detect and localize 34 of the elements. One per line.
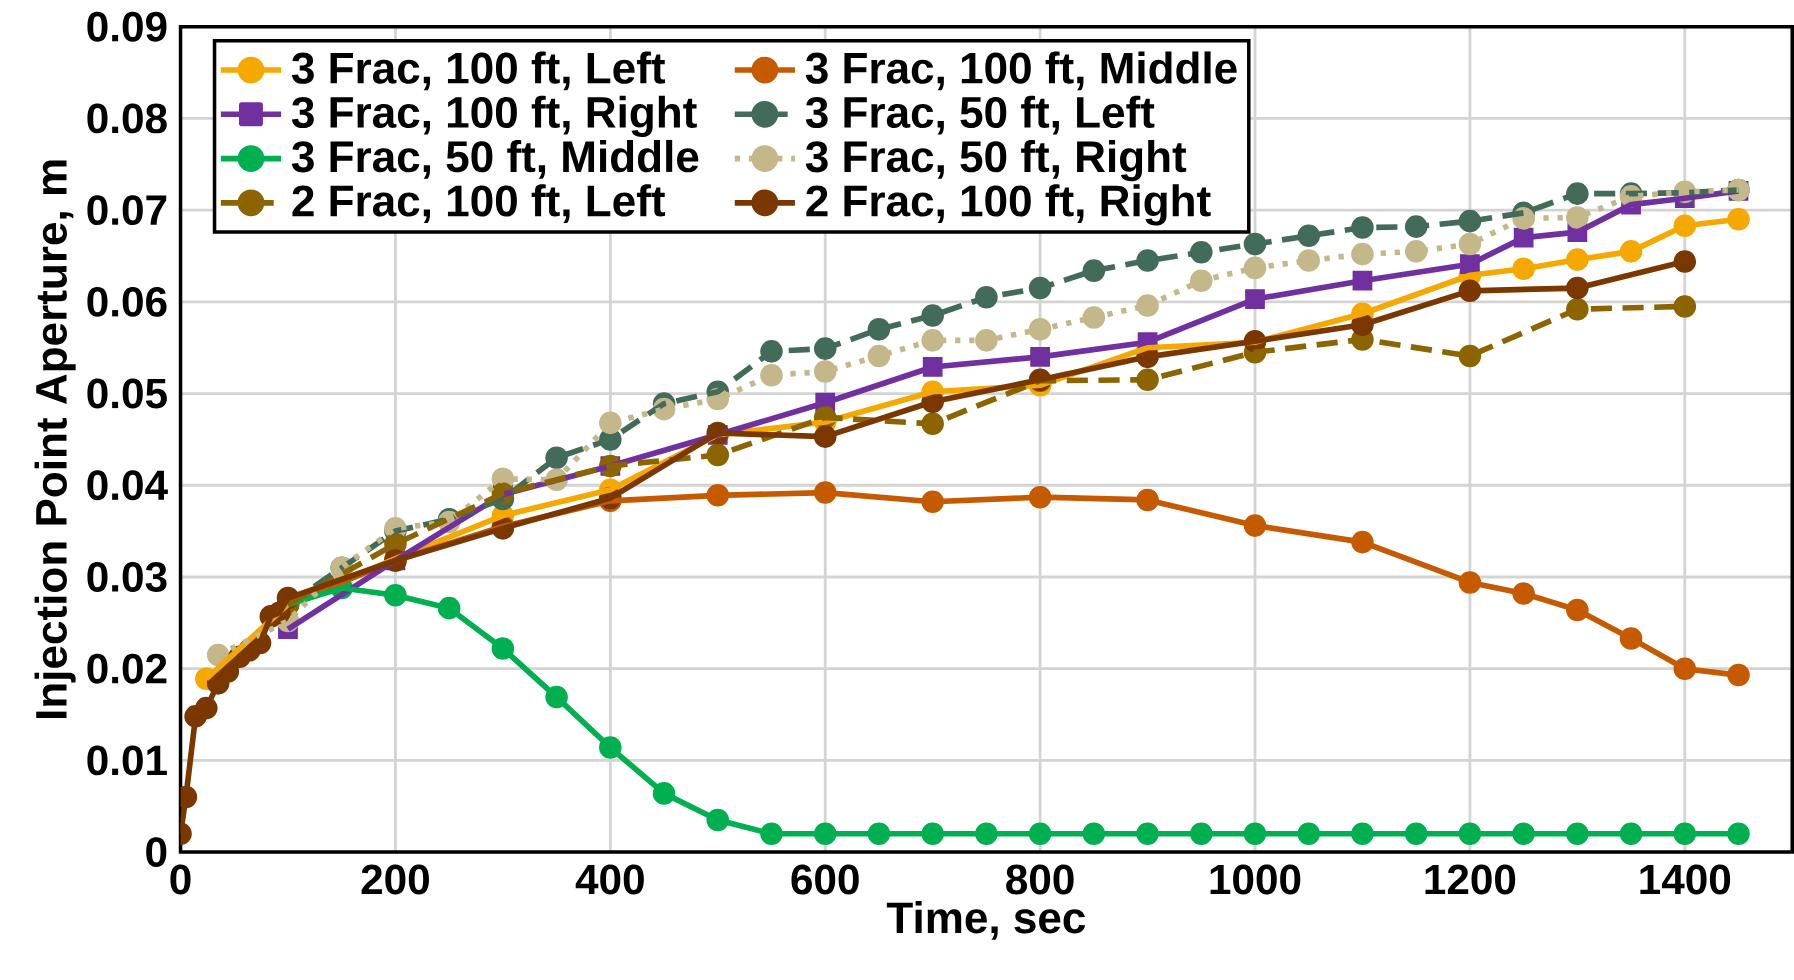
legend-label: 3 Frac, 50 ft, Middle [291, 139, 699, 179]
y-tick-label: 0.06 [87, 286, 167, 317]
legend-label: 3 Frac, 100 ft, Right [291, 95, 697, 137]
point [1190, 269, 1213, 292]
y-tick-label: 0 [146, 836, 167, 867]
point [1082, 305, 1106, 329]
point [1673, 294, 1697, 318]
y-tick-label: 0.05 [87, 378, 167, 409]
legend-label: 3 Frac, 50 ft, Left [805, 95, 1155, 135]
point [975, 328, 998, 352]
x-tick-label: 200 [361, 864, 429, 895]
x-tick-label: 1400 [1640, 864, 1731, 895]
legend-label: 3 Frac, 100 ft, Middle [805, 51, 1237, 90]
y-axis-title: Injection Point Aperture, m [34, 160, 76, 718]
legend-label: 2 Frac, 100 ft, Left [292, 183, 666, 223]
legend-label: 2 Frac, 100 ft, Right [806, 183, 1211, 226]
x-tick-label: 1000 [1210, 864, 1301, 895]
x-tick-label: 0 [170, 864, 191, 895]
point [1028, 317, 1052, 341]
y-tick-label: 0.01 [87, 745, 167, 776]
point [921, 328, 944, 352]
x-tick-label: 400 [575, 864, 644, 895]
y-tick-label: 0.04 [87, 470, 168, 500]
x-axis-title: Time, sec [886, 900, 1086, 940]
y-tick-label: 0.08 [87, 103, 167, 134]
x-tick-label: 800 [1006, 864, 1074, 895]
legend-label: 3 Frac, 100 ft, Left [291, 51, 666, 90]
x-tick-label: 600 [791, 864, 859, 895]
y-tick-label: 0.03 [87, 561, 167, 592]
y-tick-label: 0.02 [87, 653, 167, 684]
legend-label: 3 Frac, 50 ft, Right [805, 139, 1187, 181]
y-tick-label: 0.07 [87, 194, 167, 225]
x-tick-label: 1200 [1425, 864, 1516, 895]
y-tick-label: 0.09 [87, 11, 167, 42]
